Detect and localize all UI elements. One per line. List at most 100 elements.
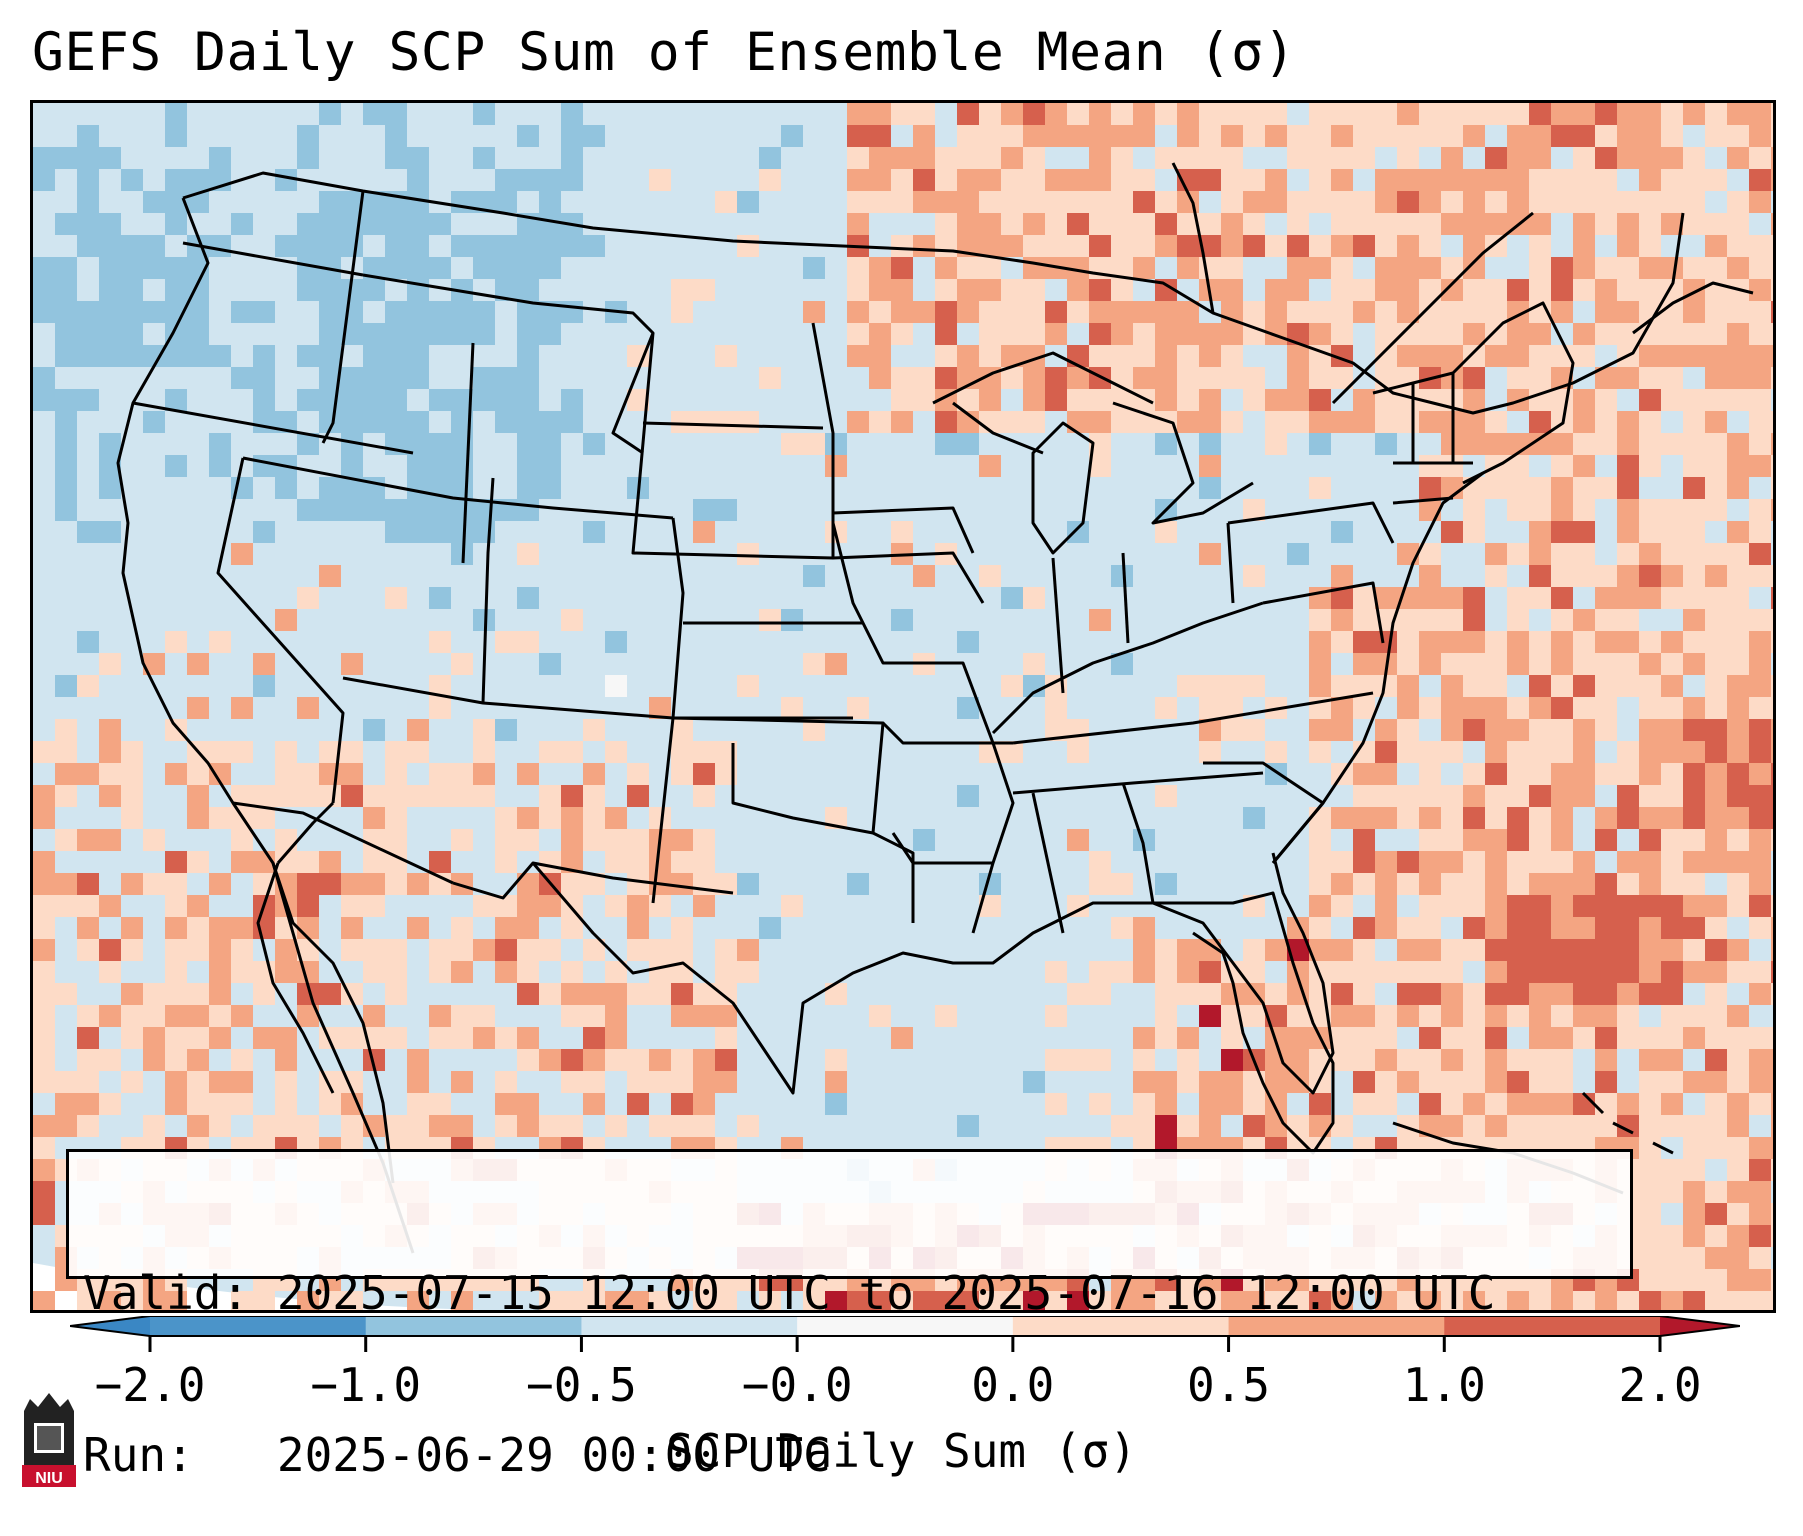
field-cell: [1441, 873, 1463, 895]
field-cell: [1705, 411, 1727, 433]
field-cell: [363, 367, 385, 389]
field-cell: [1595, 1049, 1617, 1071]
field-cell: [1683, 653, 1705, 675]
field-cell: [1397, 631, 1419, 653]
field-cell: [1199, 411, 1221, 433]
field-cell: [1617, 609, 1639, 631]
field-cell: [275, 1027, 297, 1049]
field-cell: [1155, 103, 1177, 125]
field-cell: [1617, 323, 1639, 345]
field-cell: [1573, 719, 1595, 741]
field-cell: [825, 1093, 847, 1115]
field-cell: [1683, 433, 1705, 455]
field-cell: [561, 1115, 583, 1137]
field-cell: [1419, 301, 1441, 323]
field-cell: [517, 367, 539, 389]
field-cell: [803, 433, 825, 455]
field-cell: [517, 961, 539, 983]
field-cell: [1287, 961, 1309, 983]
field-cell: [451, 917, 473, 939]
field-cell: [451, 873, 473, 895]
field-cell: [1771, 917, 1773, 939]
field-cell: [121, 741, 143, 763]
field-cell: [121, 279, 143, 301]
field-cell: [891, 103, 913, 125]
field-cell: [869, 279, 891, 301]
field-cell: [1749, 631, 1771, 653]
field-cell: [429, 499, 451, 521]
field-cell: [1353, 389, 1375, 411]
field-cell: [165, 103, 187, 125]
field-cell: [1683, 169, 1705, 191]
field-cell: [473, 191, 495, 213]
field-cell: [1727, 213, 1749, 235]
field-cell: [1617, 499, 1639, 521]
field-cell: [1639, 1203, 1661, 1225]
field-cell: [1749, 455, 1771, 477]
field-cell: [649, 807, 671, 829]
field-cell: [1463, 301, 1485, 323]
field-cell: [1749, 411, 1771, 433]
field-cell: [1243, 1005, 1265, 1027]
field-cell: [1441, 785, 1463, 807]
field-cell: [1067, 169, 1089, 191]
field-cell: [1089, 455, 1111, 477]
new-england: [1372, 301, 1575, 485]
az-ca-line: [276, 801, 335, 864]
field-cell: [1375, 785, 1397, 807]
field-cell: [429, 213, 451, 235]
field-cell: [1001, 1291, 1023, 1310]
field-cell: [209, 1115, 231, 1137]
field-cell: [517, 477, 539, 499]
nd-sd-line: [642, 421, 824, 430]
bahamas: [1581, 1091, 1674, 1155]
field-cell: [1375, 301, 1397, 323]
field-cell: [297, 147, 319, 169]
field-cell: [231, 301, 253, 323]
field-cell: [319, 213, 341, 235]
field-cell: [297, 763, 319, 785]
field-cell: [1441, 1005, 1463, 1027]
field-cell: [143, 345, 165, 367]
field-cell: [1683, 1203, 1705, 1225]
field-cell: [935, 433, 957, 455]
field-cell: [209, 1071, 231, 1093]
field-cell: [517, 257, 539, 279]
field-cell: [1353, 1049, 1375, 1071]
field-cell: [1353, 1071, 1375, 1093]
field-cell: [605, 895, 627, 917]
field-cell: [231, 1005, 253, 1027]
field-cell: [165, 1291, 187, 1310]
field-cell: [363, 191, 385, 213]
field-cell: [693, 521, 715, 543]
field-cell: [1595, 213, 1617, 235]
field-cell: [1661, 961, 1683, 983]
field-cell: [1507, 829, 1529, 851]
field-cell: [99, 235, 121, 257]
field-cell: [1265, 103, 1287, 125]
field-cell: [473, 389, 495, 411]
field-cell: [1375, 675, 1397, 697]
field-cell: [1265, 191, 1287, 213]
field-cell: [165, 279, 187, 301]
field-cell: [1551, 125, 1573, 147]
field-cell: [55, 411, 77, 433]
field-cell: [1595, 389, 1617, 411]
field-cell: [407, 719, 429, 741]
field-cell: [517, 499, 539, 521]
field-cell: [341, 1093, 363, 1115]
field-cell: [1155, 961, 1177, 983]
field-cell: [539, 939, 561, 961]
field-cell: [517, 829, 539, 851]
field-cell: [1551, 279, 1573, 301]
field-cell: [33, 917, 55, 939]
field-cell: [803, 565, 825, 587]
field-cell: [495, 235, 517, 257]
field-cell: [1375, 103, 1397, 125]
field-cell: [1419, 1071, 1441, 1093]
nv-ca-line: [216, 457, 345, 804]
field-cell: [1441, 1027, 1463, 1049]
field-cell: [1727, 389, 1749, 411]
field-cell: [1683, 895, 1705, 917]
field-cell: [539, 1049, 561, 1071]
